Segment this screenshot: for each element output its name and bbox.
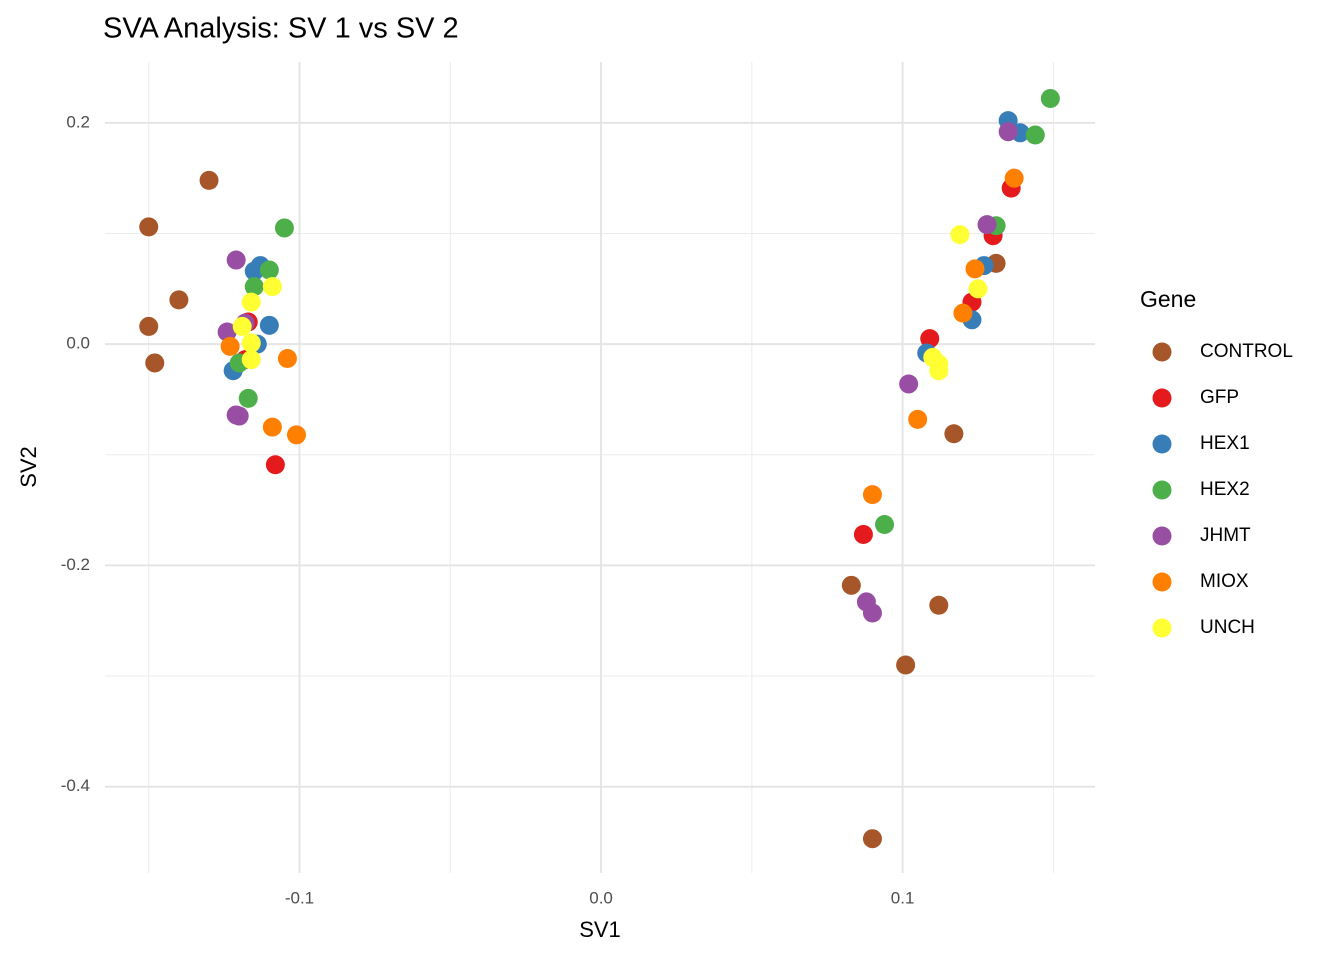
y-axis-title: SV2 — [16, 446, 41, 488]
point — [968, 279, 988, 299]
point — [862, 603, 882, 623]
legend-label: HEX1 — [1200, 433, 1250, 454]
point — [169, 290, 189, 310]
point — [259, 315, 279, 335]
point — [896, 655, 916, 675]
point — [920, 329, 940, 349]
x-tick-label: 0.0 — [589, 888, 613, 907]
chart-title: SVA Analysis: SV 1 vs SV 2 — [103, 13, 459, 45]
point — [929, 595, 949, 615]
point — [875, 514, 895, 534]
point — [841, 575, 861, 595]
point — [241, 292, 261, 312]
point — [232, 316, 252, 336]
point — [277, 349, 297, 369]
legend-label: GFP — [1200, 387, 1239, 408]
legend-title: Gene — [1140, 286, 1196, 312]
y-tick-label: 0.2 — [66, 112, 90, 131]
point — [1025, 125, 1045, 145]
point — [862, 829, 882, 849]
y-tick-label: 0.0 — [66, 334, 90, 353]
point — [241, 350, 261, 370]
legend-swatch — [1152, 572, 1172, 592]
legend-swatch — [1152, 388, 1172, 408]
x-axis-title: SV1 — [579, 917, 621, 942]
point — [259, 260, 279, 280]
point — [862, 485, 882, 505]
legend-label: UNCH — [1200, 617, 1255, 638]
point — [229, 406, 249, 426]
legend-label: CONTROL — [1200, 341, 1293, 362]
point — [226, 250, 246, 270]
point — [929, 361, 949, 381]
point — [262, 277, 282, 297]
legend-label: MIOX — [1200, 571, 1249, 592]
point — [274, 218, 294, 238]
point — [145, 353, 165, 373]
point — [1040, 89, 1060, 109]
legend-swatch — [1152, 480, 1172, 500]
point — [220, 336, 240, 356]
point — [217, 322, 237, 342]
legend-label: JHMT — [1200, 525, 1251, 546]
point — [977, 215, 997, 235]
point — [1004, 168, 1024, 188]
point — [244, 261, 264, 281]
legend-swatch — [1152, 434, 1172, 454]
y-tick-label: -0.4 — [61, 776, 90, 795]
point — [908, 409, 928, 429]
point — [950, 225, 970, 245]
x-tick-label: -0.1 — [285, 888, 314, 907]
point — [853, 524, 873, 544]
x-tick-label: 0.1 — [891, 888, 915, 907]
legend-swatch — [1152, 618, 1172, 638]
legend-swatch — [1152, 342, 1172, 362]
point — [265, 455, 285, 475]
point — [944, 424, 964, 444]
point — [139, 316, 159, 336]
point — [199, 170, 219, 190]
point — [262, 417, 282, 437]
point — [998, 122, 1018, 142]
point — [965, 259, 985, 279]
y-tick-label: -0.2 — [61, 555, 90, 574]
point — [899, 374, 919, 394]
legend-swatch — [1152, 526, 1172, 546]
point — [241, 333, 261, 353]
point — [953, 303, 973, 323]
point — [139, 217, 159, 237]
legend-label: HEX2 — [1200, 479, 1250, 500]
point — [286, 425, 306, 445]
point — [244, 277, 264, 297]
point — [238, 388, 258, 408]
